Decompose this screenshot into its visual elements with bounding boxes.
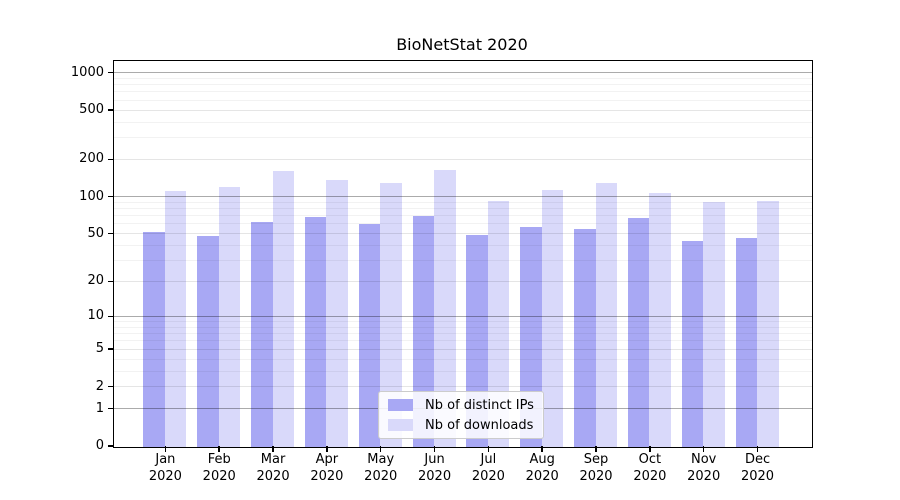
x-tick-label: Jan 2020: [148, 452, 182, 484]
legend-item-distinct-ips: Nb of distinct IPs: [388, 397, 534, 413]
legend-item-downloads: Nb of downloads: [388, 417, 534, 433]
chart-title: BioNetStat 2020: [396, 35, 528, 54]
x-tick-label: Apr 2020: [310, 452, 344, 484]
bar-downloads: [164, 190, 187, 447]
legend-downloads-label: Nb of downloads: [425, 417, 534, 433]
bar-downloads: [595, 183, 618, 447]
x-tick-mark: [756, 446, 759, 452]
legend: Nb of distinct IPs Nb of downloads: [378, 391, 544, 439]
bar-downloads: [649, 192, 671, 447]
y-tick-mark: [108, 158, 114, 161]
bar-distinct-ips: [681, 240, 704, 447]
minor-gridline: [113, 84, 812, 86]
legend-distinct-ips-label: Nb of distinct IPs: [425, 397, 534, 413]
y-tick-label: 100: [79, 188, 104, 204]
bar-distinct-ips: [304, 216, 327, 447]
x-tick-label: Mar 2020: [256, 452, 290, 484]
y-tick-mark: [108, 385, 114, 388]
minor-gridline: [113, 77, 812, 79]
x-tick-mark: [595, 446, 597, 452]
x-tick-mark: [164, 446, 167, 452]
y-tick-label: 10: [87, 308, 104, 324]
bar-distinct-ips: [627, 218, 650, 447]
bar-downloads: [326, 179, 348, 447]
x-tick-label: Nov 2020: [687, 452, 721, 484]
x-tick-mark: [487, 446, 490, 452]
gridline: [113, 72, 812, 74]
x-tick-label: Sep 2020: [579, 452, 613, 484]
minor-gridline: [113, 91, 812, 93]
bar-distinct-ips: [197, 236, 219, 447]
y-tick-label: 1000: [70, 64, 104, 80]
y-tick-label: 5: [95, 341, 104, 357]
y-tick-label: 500: [79, 102, 104, 118]
x-tick-label: Feb 2020: [202, 452, 236, 484]
bar-downloads: [272, 171, 295, 447]
x-tick-label: May 2020: [364, 452, 398, 484]
bar-downloads: [703, 202, 725, 447]
bar-downloads: [434, 170, 456, 447]
bar-downloads: [757, 200, 779, 447]
y-tick-mark: [108, 280, 114, 283]
bar-distinct-ips: [143, 231, 165, 447]
y-tick-mark: [108, 348, 114, 350]
minor-gridline: [113, 137, 812, 139]
y-tick-label: 20: [87, 273, 104, 289]
bar-downloads: [487, 200, 510, 447]
bar-distinct-ips: [735, 238, 758, 447]
y-tick-mark: [108, 232, 114, 235]
bar-distinct-ips: [412, 216, 435, 447]
y-tick-mark: [108, 71, 114, 74]
y-tick-label: 1: [95, 400, 104, 416]
y-tick-label: 2: [95, 378, 104, 394]
x-tick-mark: [272, 446, 274, 452]
y-tick-mark: [108, 445, 114, 447]
x-tick-mark: [541, 446, 543, 452]
bar-distinct-ips: [251, 221, 273, 447]
y-tick-mark: [108, 109, 114, 111]
minor-gridline: [113, 121, 812, 123]
x-tick-mark: [218, 446, 220, 452]
y-tick-mark: [108, 195, 114, 198]
gridline: [113, 158, 812, 160]
x-tick-mark: [379, 446, 382, 452]
minor-gridline: [113, 99, 812, 101]
bar-downloads: [218, 187, 241, 447]
x-tick-label: Jul 2020: [471, 452, 505, 484]
bar-distinct-ips: [358, 224, 381, 447]
x-tick-label: Dec 2020: [740, 452, 775, 484]
plot-area: [112, 60, 813, 448]
x-tick-label: Jun 2020: [418, 452, 452, 484]
x-tick-label: Aug 2020: [525, 452, 559, 484]
y-tick-mark: [108, 407, 114, 410]
legend-downloads-swatch: [388, 419, 413, 431]
x-tick-mark: [702, 446, 705, 452]
x-tick-label: Oct 2020: [633, 452, 667, 484]
legend-distinct-ips-swatch: [388, 399, 413, 411]
y-tick-mark: [108, 315, 114, 318]
x-tick-mark: [433, 446, 436, 452]
y-tick-label: 0: [95, 438, 104, 453]
x-tick-mark: [326, 446, 328, 452]
bar-downloads: [541, 189, 564, 447]
bar-distinct-ips: [574, 228, 596, 447]
y-tick-label: 50: [87, 225, 104, 241]
bar-downloads: [380, 183, 402, 447]
gridline: [113, 109, 812, 111]
y-tick-label: 200: [79, 151, 104, 167]
x-tick-mark: [649, 446, 651, 452]
